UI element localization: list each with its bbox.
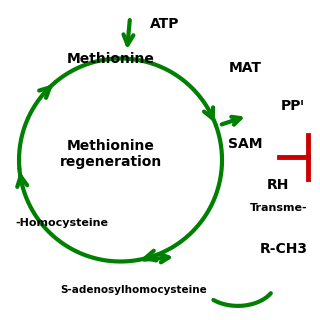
Text: Methionine
regeneration: Methionine regeneration xyxy=(60,139,162,169)
Text: MAT: MAT xyxy=(228,61,261,75)
Text: S-adenosylhomocysteine: S-adenosylhomocysteine xyxy=(60,285,207,295)
Text: ATP: ATP xyxy=(150,17,180,31)
Text: RH: RH xyxy=(267,178,289,192)
Text: -Homocysteine: -Homocysteine xyxy=(16,219,109,228)
Text: PPᴵ: PPᴵ xyxy=(281,99,304,113)
Text: Transme-: Transme- xyxy=(250,203,308,212)
Text: R-CH3: R-CH3 xyxy=(260,242,308,256)
Text: Methionine: Methionine xyxy=(67,52,155,66)
Text: SAM: SAM xyxy=(228,137,263,151)
